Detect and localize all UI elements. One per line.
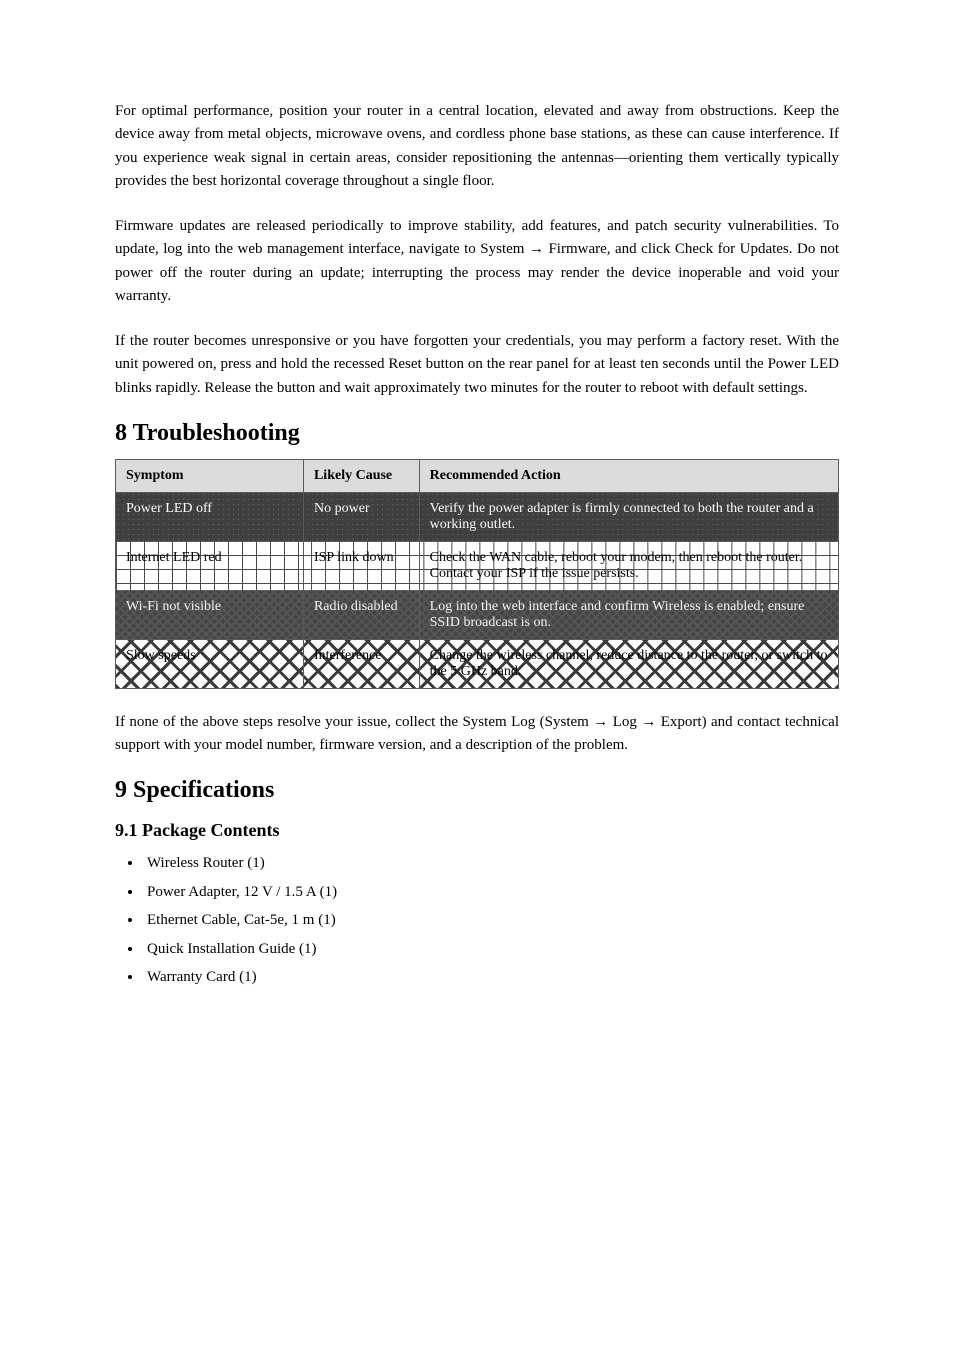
- firmware-paragraph: Firmware updates are released periodical…: [115, 215, 839, 308]
- package-contents-list: Wireless Router (1) Power Adapter, 12 V …: [143, 849, 839, 992]
- cell-cause: ISP link down: [303, 541, 419, 590]
- spacer: [115, 308, 839, 330]
- package-contents-heading: 9.1 Package Contents: [115, 820, 839, 841]
- table-row: Internet LED red ISP link down Check the…: [116, 541, 839, 590]
- col-header-cause: Likely Cause: [303, 459, 419, 492]
- reset-paragraph: If the router becomes unresponsive or yo…: [115, 330, 839, 400]
- list-item: Warranty Card (1): [143, 963, 839, 992]
- table-row: Slow speeds Interference Change the wire…: [116, 639, 839, 688]
- col-header-action: Recommended Action: [419, 459, 838, 492]
- troubleshooting-table: Symptom Likely Cause Recommended Action …: [115, 459, 839, 689]
- page: For optimal performance, position your r…: [0, 0, 954, 1350]
- cell-symptom: Wi-Fi not visible: [116, 590, 304, 639]
- cell-cause: Radio disabled: [303, 590, 419, 639]
- troubleshooting-heading: 8 Troubleshooting: [115, 420, 839, 447]
- specs-heading: 9 Specifications: [115, 777, 839, 804]
- list-item: Wireless Router (1): [143, 849, 839, 878]
- table-row: Wi-Fi not visible Radio disabled Log int…: [116, 590, 839, 639]
- col-header-symptom: Symptom: [116, 459, 304, 492]
- cell-symptom: Slow speeds: [116, 639, 304, 688]
- list-item: Ethernet Cable, Cat-5e, 1 m (1): [143, 906, 839, 935]
- cell-action: Verify the power adapter is firmly conne…: [419, 492, 838, 541]
- list-item: Power Adapter, 12 V / 1.5 A (1): [143, 878, 839, 907]
- cell-action: Log into the web interface and confirm W…: [419, 590, 838, 639]
- cell-cause: No power: [303, 492, 419, 541]
- table-header-row: Symptom Likely Cause Recommended Action: [116, 459, 839, 492]
- list-item: Quick Installation Guide (1): [143, 935, 839, 964]
- spacer: [115, 193, 839, 215]
- intro-paragraph: For optimal performance, position your r…: [115, 100, 839, 193]
- cell-action: Change the wireless channel, reduce dist…: [419, 639, 838, 688]
- table-row: Power LED off No power Verify the power …: [116, 492, 839, 541]
- support-paragraph: If none of the above steps resolve your …: [115, 711, 839, 758]
- cell-action: Check the WAN cable, reboot your modem, …: [419, 541, 838, 590]
- cell-cause: Interference: [303, 639, 419, 688]
- cell-symptom: Internet LED red: [116, 541, 304, 590]
- cell-symptom: Power LED off: [116, 492, 304, 541]
